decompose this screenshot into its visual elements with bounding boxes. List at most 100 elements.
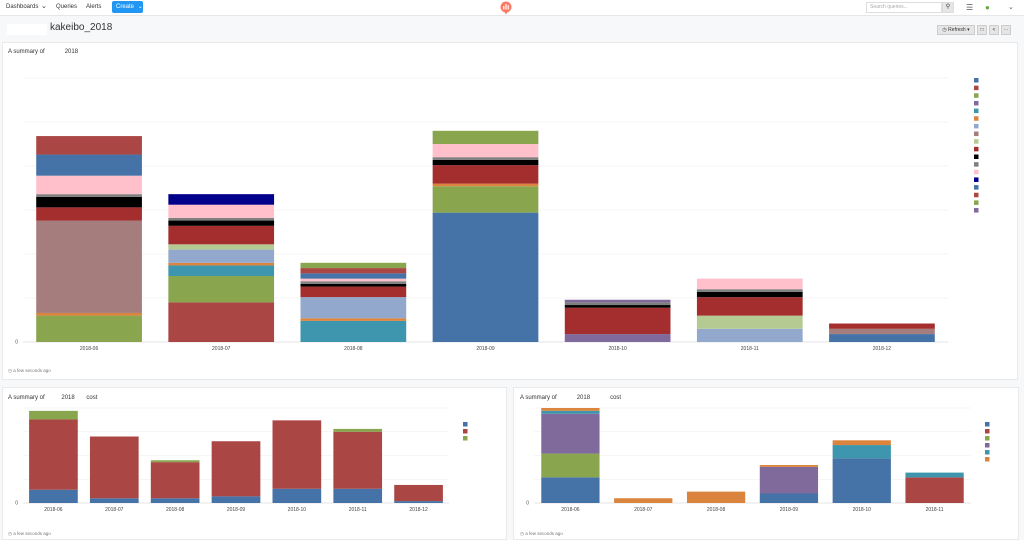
- bar-segment[interactable]: [759, 466, 819, 494]
- legend-swatch[interactable]: [974, 93, 979, 98]
- legend-swatch[interactable]: [974, 177, 979, 182]
- globe-icon[interactable]: ●: [985, 3, 990, 12]
- bar-segment[interactable]: [168, 265, 275, 276]
- bar-segment[interactable]: [168, 194, 275, 205]
- bar-segment[interactable]: [150, 460, 200, 463]
- bar-segment[interactable]: [394, 484, 443, 502]
- bar-segment[interactable]: [36, 196, 142, 208]
- bar-segment[interactable]: [564, 307, 671, 335]
- bar-segment[interactable]: [432, 157, 539, 160]
- bar-segment[interactable]: [432, 159, 539, 166]
- legend-swatch[interactable]: [974, 78, 979, 83]
- bar-segment[interactable]: [541, 410, 600, 414]
- bar-segment[interactable]: [272, 488, 322, 503]
- bar-segment[interactable]: [300, 320, 407, 342]
- legend-swatch[interactable]: [985, 443, 990, 448]
- bar-segment[interactable]: [29, 489, 78, 503]
- bar-segment[interactable]: [300, 273, 407, 279]
- bar-segment[interactable]: [168, 204, 275, 218]
- bar-segment[interactable]: [832, 440, 891, 446]
- bar-segment[interactable]: [829, 328, 935, 335]
- bar-segment[interactable]: [686, 491, 746, 503]
- bar-segment[interactable]: [29, 410, 78, 420]
- nav-queries[interactable]: Queries: [56, 4, 78, 10]
- fullscreen-button[interactable]: □: [977, 25, 987, 35]
- bar-segment[interactable]: [759, 465, 819, 467]
- legend-swatch[interactable]: [985, 436, 990, 441]
- bar-segment[interactable]: [36, 207, 142, 221]
- bar-segment[interactable]: [168, 217, 275, 221]
- bar-segment[interactable]: [541, 413, 600, 454]
- legend-swatch[interactable]: [974, 123, 979, 129]
- legend-swatch[interactable]: [463, 436, 468, 441]
- bar-segment[interactable]: [36, 154, 142, 176]
- bar-segment[interactable]: [300, 318, 407, 321]
- legend-swatch[interactable]: [974, 100, 979, 106]
- bar-segment[interactable]: [36, 312, 142, 316]
- bar-segment[interactable]: [300, 297, 407, 319]
- bar-segment[interactable]: [541, 453, 600, 478]
- bar-segment[interactable]: [432, 165, 539, 184]
- legend-swatch[interactable]: [974, 131, 979, 137]
- legend-swatch[interactable]: [974, 139, 979, 144]
- bar-segment[interactable]: [89, 498, 139, 503]
- bar-segment[interactable]: [300, 281, 407, 284]
- bar-segment[interactable]: [564, 299, 671, 303]
- legend-swatch[interactable]: [974, 146, 979, 152]
- bar-segment[interactable]: [432, 212, 539, 342]
- legend-swatch[interactable]: [974, 162, 979, 167]
- bar-segment[interactable]: [168, 276, 275, 303]
- bar-segment[interactable]: [211, 496, 261, 503]
- share-button[interactable]: <: [989, 25, 999, 35]
- bar-segment[interactable]: [564, 334, 671, 342]
- nav-dashboards[interactable]: Dashboards: [6, 4, 39, 10]
- bar-segment[interactable]: [905, 472, 964, 478]
- bar-segment[interactable]: [759, 493, 819, 504]
- bar-segment[interactable]: [696, 297, 803, 316]
- chevron-down-icon[interactable]: ⌄: [1008, 4, 1014, 11]
- bar-segment[interactable]: [394, 501, 443, 503]
- bar-segment[interactable]: [696, 291, 803, 298]
- legend-swatch[interactable]: [974, 192, 979, 198]
- bar-segment[interactable]: [36, 315, 142, 342]
- bar-segment[interactable]: [272, 420, 322, 489]
- nav-alerts[interactable]: Alerts: [86, 4, 102, 10]
- bar-segment[interactable]: [300, 262, 407, 269]
- bar-segment[interactable]: [696, 315, 803, 329]
- bar-segment[interactable]: [36, 175, 142, 195]
- legend-swatch[interactable]: [974, 154, 979, 160]
- bar-segment[interactable]: [168, 225, 275, 245]
- bar-segment[interactable]: [564, 302, 671, 306]
- bar-segment[interactable]: [211, 441, 261, 497]
- bar-segment[interactable]: [168, 220, 275, 226]
- bar-segment[interactable]: [541, 477, 600, 503]
- bar-segment[interactable]: [29, 419, 78, 490]
- bar-segment[interactable]: [168, 244, 275, 250]
- chevron-down-icon[interactable]: ⌄: [41, 3, 47, 10]
- bar-segment[interactable]: [696, 289, 803, 292]
- bar-segment[interactable]: [168, 302, 275, 342]
- legend-swatch[interactable]: [974, 108, 979, 114]
- bar-segment[interactable]: [829, 323, 935, 329]
- more-button[interactable]: ⋯: [1001, 25, 1011, 35]
- bar-segment[interactable]: [829, 334, 935, 342]
- bar-segment[interactable]: [696, 278, 803, 290]
- app-logo[interactable]: [500, 1, 512, 20]
- legend-swatch[interactable]: [985, 429, 990, 434]
- legend-swatch[interactable]: [974, 85, 979, 91]
- bar-segment[interactable]: [432, 183, 539, 187]
- legend-swatch[interactable]: [974, 185, 979, 190]
- bar-segment[interactable]: [300, 283, 407, 287]
- bar-segment[interactable]: [832, 458, 891, 503]
- legend-swatch[interactable]: [985, 457, 990, 462]
- bar-segment[interactable]: [168, 249, 275, 263]
- bar-segment[interactable]: [333, 488, 383, 503]
- bar-segment[interactable]: [432, 186, 539, 213]
- sliders-icon[interactable]: ☰: [966, 3, 974, 12]
- bar-segment[interactable]: [696, 328, 803, 342]
- create-button[interactable]: Create ⌄: [112, 1, 143, 13]
- bar-segment[interactable]: [432, 144, 539, 158]
- bar-segment[interactable]: [541, 408, 600, 411]
- bar-segment[interactable]: [564, 305, 671, 308]
- search-icon[interactable]: ⚲: [942, 2, 954, 13]
